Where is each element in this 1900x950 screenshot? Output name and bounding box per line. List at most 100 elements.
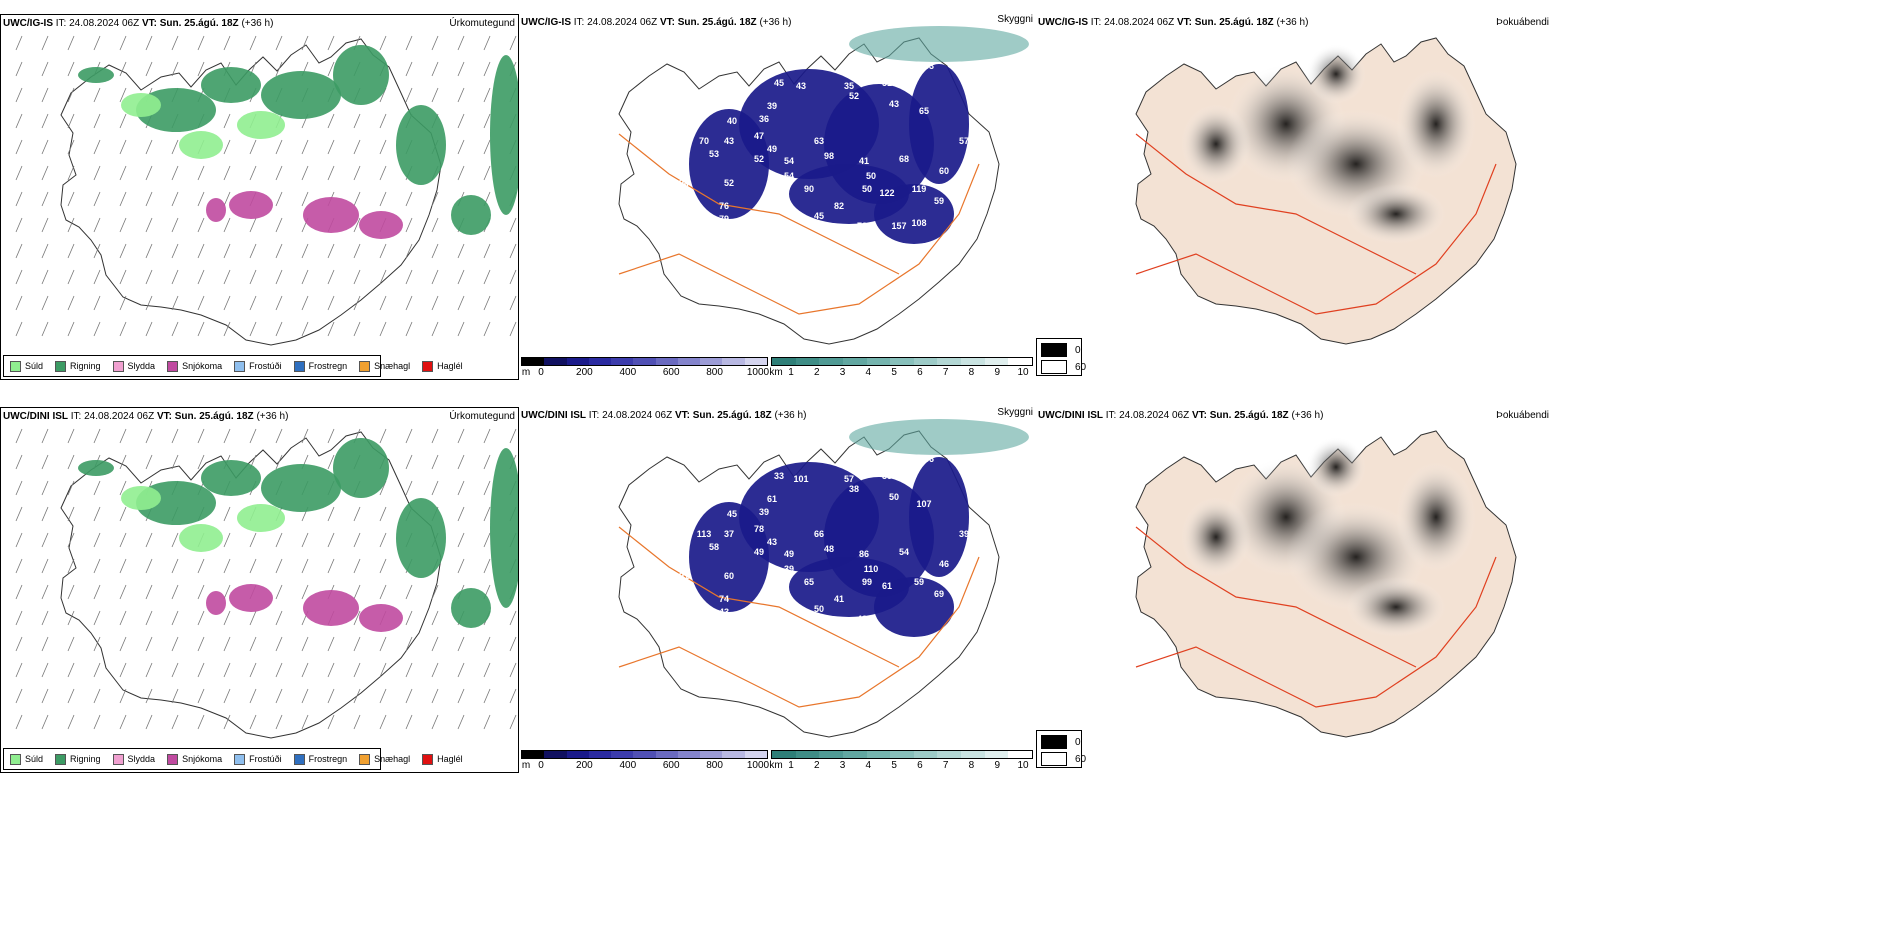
cloud-base-value: 107 [916, 499, 931, 509]
cloud-base-value: 86 [859, 549, 869, 559]
legend-swatch [293, 753, 305, 765]
fog-key-swatch-dark [1041, 735, 1067, 749]
lead-time: (+36 h) [759, 17, 792, 28]
cloud-base-value: 49 [784, 549, 794, 559]
model-name: UWC/IG-IS [3, 18, 53, 29]
legend-label: Súld [25, 754, 44, 764]
colorbar-cell [984, 751, 1009, 758]
precip-map [15, 428, 518, 739]
cloud-base-value: 39 [959, 529, 969, 539]
colorbar-tick: 1 [788, 760, 794, 771]
cloud-base-value: 43 [796, 81, 806, 91]
colorbar-tick: 800 [706, 760, 723, 771]
panel-header: UWC/DINI ISL IT: 24.08.2024 06Z VT: Sun.… [1038, 410, 1323, 421]
cloud-base-value: 43 [719, 607, 729, 617]
cloud-base-value: 49 [767, 144, 777, 154]
legend-label: Frostúði [249, 754, 282, 764]
colorbar-tick: 1 [788, 367, 794, 378]
legend-item: Frostúði [234, 753, 282, 765]
cloud-base-value: 43 [724, 136, 734, 146]
colorbar-tick: 10 [1017, 367, 1029, 378]
cloud-areas [689, 26, 1029, 244]
cloud-base-value: 57 [959, 136, 969, 146]
cloud-base-value: 45 [774, 78, 784, 88]
cloud-base-value: 60 [724, 571, 734, 581]
vt-label: VT: [1176, 17, 1192, 28]
legend-item: Snjókoma [167, 360, 222, 372]
cloud-base-value: 43 [857, 614, 867, 624]
legend-label: Slydda [127, 754, 156, 764]
colorbar-cell [795, 751, 820, 758]
colorbar-cell [544, 751, 567, 758]
legend-swatch [234, 753, 246, 765]
cloud-base-panel-bottom: UWC/DINI ISL IT: 24.08.2024 06Z VT: Sun.… [519, 407, 1036, 773]
panel-title: Skyggni [997, 14, 1033, 25]
panel-title: Úrkomutegund [449, 411, 515, 422]
legend-swatch [167, 753, 179, 765]
cloud-base-value: 38 [849, 484, 859, 494]
colorbar-tick: 4 [865, 760, 872, 771]
cloud-base-value: 106 [636, 101, 651, 111]
fog-key-value: 60 [1075, 753, 1087, 765]
colorbar-tick: 3 [839, 760, 846, 771]
legend-label: Rigning [70, 754, 101, 764]
cloud-base-value: 60 [939, 166, 949, 176]
colorbar-strip [771, 357, 1033, 366]
colorbar-unit: m [521, 367, 531, 378]
vt-label: VT: [141, 18, 157, 29]
colorbar-cell [937, 751, 962, 758]
cloud-base-value: 91 [679, 571, 689, 581]
cloud-base-value: 79 [719, 214, 729, 224]
cloud-base-value: 50 [889, 492, 899, 502]
it-label: IT: [55, 18, 67, 29]
legend-swatch [112, 360, 124, 372]
vt-value: Sun. 25.ágú. 18Z [174, 411, 254, 422]
colorbar-unit: km [769, 760, 783, 771]
cloud-base-value: 94 [679, 178, 689, 188]
colorbar-cell [819, 751, 843, 758]
cloud-base-value: 57 [844, 474, 854, 484]
legend-label: Snjókoma [182, 754, 223, 764]
colorbar-tick: 800 [706, 367, 723, 378]
colorbar-cell [722, 358, 745, 365]
cloud-base-value: 76 [719, 201, 729, 211]
it-label: IT: [573, 17, 585, 28]
cloud-base-value: 49 [754, 547, 764, 557]
colorbar-tick: 7 [942, 367, 949, 378]
fog-key: 0 60 [1036, 730, 1086, 768]
colorbar-cell [744, 358, 767, 365]
cloud-base-value: 36 [924, 454, 934, 464]
cloud-base-value: 39 [767, 101, 777, 111]
colorbar-tick: 1000 [746, 760, 770, 771]
colorbar-tick: 600 [662, 367, 680, 378]
road-network [1135, 526, 1497, 708]
cloud-base-value: 50 [866, 171, 876, 181]
fog-indicator-panel-bottom: UWC/DINI ISL IT: 24.08.2024 06Z VT: Sun.… [1036, 407, 1552, 773]
legend-item: Frostregn [293, 360, 347, 372]
cloud-base-value: 66 [609, 94, 619, 104]
model-name: UWC/IG-IS [521, 17, 571, 28]
colorbar-cell [866, 751, 891, 758]
fog-map [1135, 37, 1517, 345]
cloud-base-value: 63 [924, 61, 934, 71]
it-value: 24.08.2024 06Z [1119, 410, 1190, 421]
colorbar-cell [937, 358, 962, 365]
legend-item: Haglél [422, 753, 463, 765]
cloud-base-value: 54 [899, 547, 909, 557]
cloud-base-value: 54 [784, 171, 794, 181]
it-label: IT: [1105, 410, 1117, 421]
cloud-base-value: 23 [884, 241, 894, 251]
cloud-base-value: 88 [757, 594, 767, 604]
model-name: UWC/DINI ISL [1038, 410, 1103, 421]
cloud-base-value: 78 [754, 524, 764, 534]
vt-label: VT: [156, 411, 172, 422]
cloud-base-value: 43 [767, 537, 777, 547]
cloud-base-value: 61 [882, 581, 892, 591]
cloud-base-value: 36 [759, 114, 769, 124]
legend-swatch [10, 360, 21, 372]
colorbar-tick: 8 [968, 760, 975, 771]
panel-title: Þokuábendi [1496, 17, 1549, 28]
cloud-base-value: 41 [639, 494, 649, 504]
cloud-base-value: 45 [814, 211, 824, 221]
